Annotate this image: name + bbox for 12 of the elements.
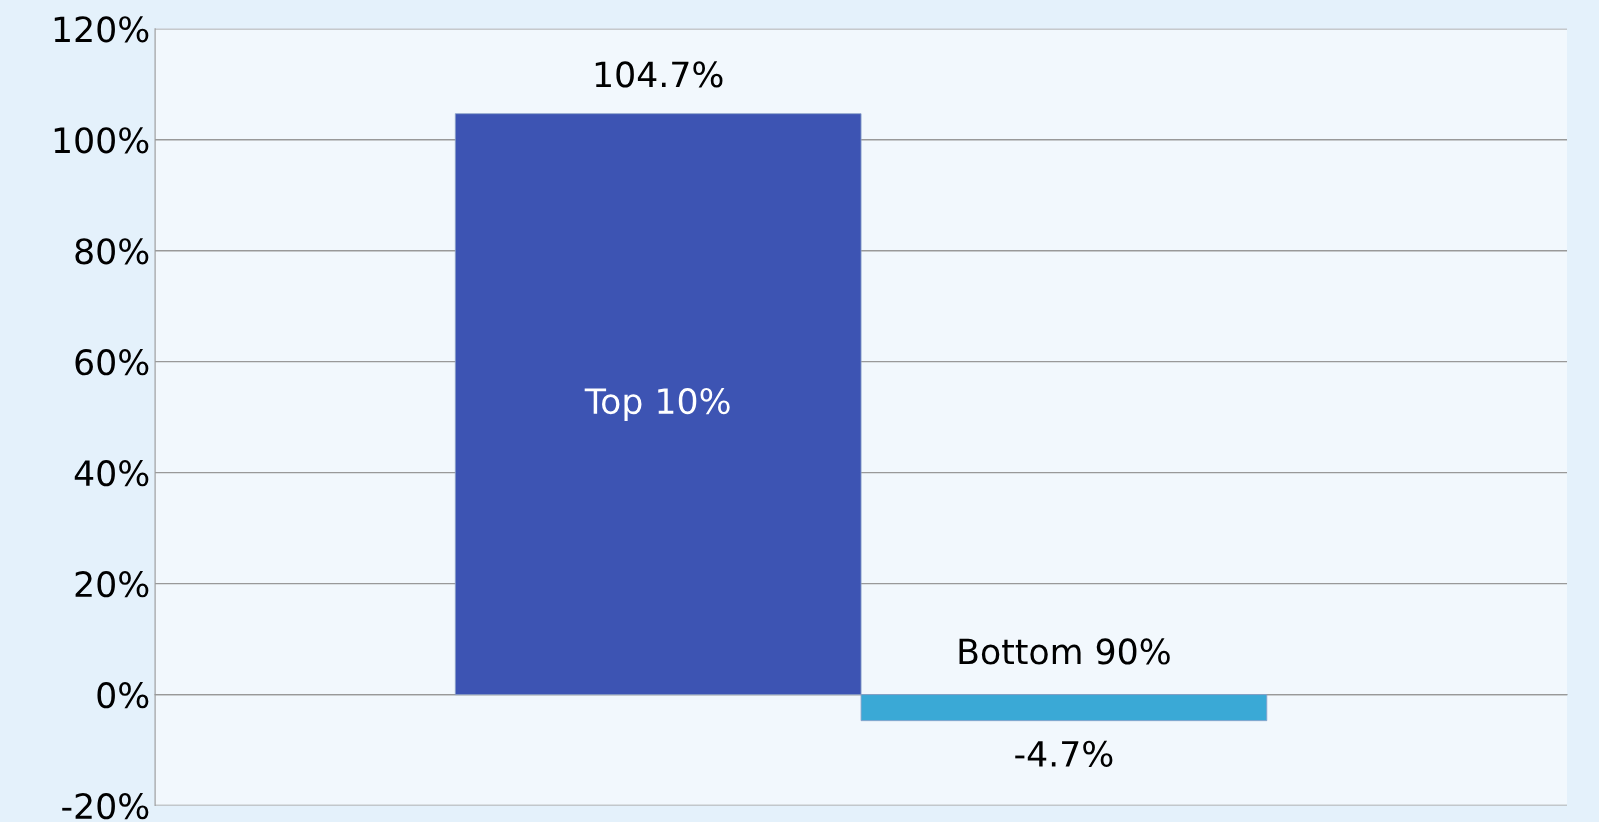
y-tick-label: 40% [74,460,149,487]
data-label: 104.7% [595,61,723,88]
y-tick-label: 0% [97,682,149,709]
x-tick-label: Top 10% [584,387,730,421]
y-tick-label: 120% [54,16,149,43]
x-tick-label: Bottom 90% [959,638,1170,665]
y-tick-label: 80% [75,238,149,265]
y-tick-label: 100% [54,127,149,154]
data-label: -4.7% [1015,740,1113,767]
y-tick-label: -20% [62,792,149,820]
y-tick-label: 60% [75,349,149,376]
y-tick-label: 20% [75,571,149,598]
